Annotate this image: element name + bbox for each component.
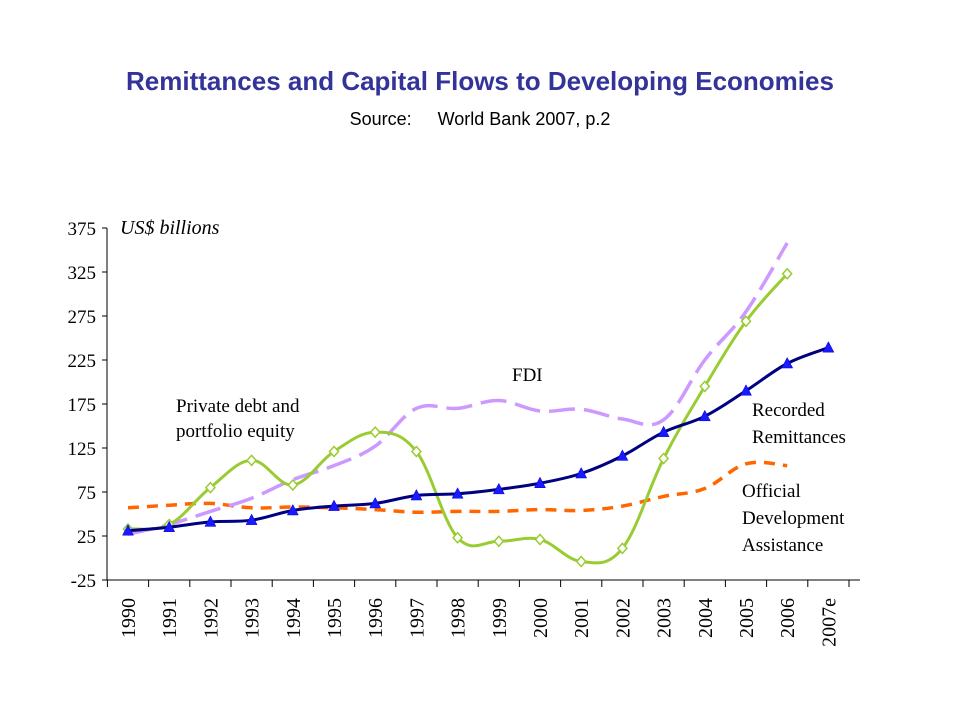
source-text: World Bank 2007, p.2 bbox=[437, 109, 611, 129]
x-tick-label: 1995 bbox=[324, 598, 346, 638]
series-label-fdi: FDI bbox=[512, 365, 543, 386]
x-tick-label: 2003 bbox=[654, 598, 676, 638]
series-line-fdi bbox=[127, 242, 789, 536]
y-tick-label: 75 bbox=[77, 483, 96, 504]
series-layer bbox=[122, 242, 835, 568]
data-point-private bbox=[699, 380, 711, 393]
data-point-remittances bbox=[822, 341, 835, 353]
x-tick-label: 2002 bbox=[612, 598, 634, 638]
y-tick-label: 25 bbox=[77, 527, 96, 548]
series-label-line: Official bbox=[742, 481, 801, 502]
axes: -25 25 75 125 175 225 275 325 375 1990 1991 1992 199… bbox=[68, 219, 860, 647]
y-tick-label: 325 bbox=[68, 263, 97, 284]
labels-layer: US$ billions Recorded Remittances FDI Privat… bbox=[120, 217, 846, 556]
x-tick-label: 2006 bbox=[777, 598, 799, 638]
data-point-remittances bbox=[245, 513, 258, 525]
data-point-private bbox=[534, 533, 546, 546]
y-tick-label: 375 bbox=[68, 219, 97, 240]
data-point-remittances bbox=[122, 524, 134, 536]
data-point-private bbox=[616, 542, 628, 555]
data-point-remittances bbox=[575, 466, 588, 479]
x-tick-label: 1991 bbox=[159, 598, 181, 638]
data-point-private bbox=[452, 531, 464, 544]
data-point-remittances bbox=[328, 499, 340, 511]
x-tick-label: 1993 bbox=[242, 598, 264, 638]
x-tick-label: 1997 bbox=[406, 598, 428, 638]
data-point-private bbox=[493, 535, 505, 548]
data-point-remittances bbox=[410, 488, 423, 501]
x-tick-label: 2000 bbox=[530, 598, 552, 638]
x-tick-label: 2005 bbox=[736, 598, 758, 638]
data-point-private bbox=[287, 478, 299, 492]
series-line-private bbox=[127, 272, 789, 565]
source-label: Source: bbox=[349, 109, 412, 129]
x-tick-label: 1994 bbox=[283, 598, 305, 638]
data-point-remittances bbox=[286, 503, 299, 516]
x-tick-label: 1999 bbox=[489, 598, 511, 638]
data-point-private bbox=[246, 454, 258, 467]
x-tick-label: 1992 bbox=[200, 598, 222, 638]
data-point-remittances bbox=[163, 520, 176, 532]
data-point-private bbox=[575, 555, 587, 568]
y-tick-label: 125 bbox=[68, 439, 97, 460]
series-label-line: Assistance bbox=[742, 535, 823, 556]
data-point-private bbox=[740, 315, 752, 328]
data-point-remittances bbox=[369, 496, 382, 509]
data-point-remittances bbox=[451, 487, 464, 499]
data-point-private bbox=[204, 481, 216, 494]
data-point-private bbox=[781, 267, 793, 280]
chart-title: Remittances and Capital Flows to Develop… bbox=[126, 66, 834, 96]
y-tick-label: -25 bbox=[71, 571, 96, 592]
data-point-private bbox=[410, 445, 422, 458]
series-label-remittances: Recorded Remittances bbox=[752, 400, 846, 448]
series-label-line: Private debt and bbox=[176, 396, 300, 417]
data-point-private bbox=[328, 445, 340, 458]
x-tick-label: 1996 bbox=[365, 598, 387, 638]
data-point-remittances bbox=[204, 515, 217, 527]
series-oda bbox=[127, 460, 788, 515]
series-label-private: Private debt and portfolio equity bbox=[176, 396, 300, 442]
unit-label: US$ billions bbox=[120, 217, 220, 239]
data-point-remittances bbox=[781, 356, 794, 369]
data-point-remittances bbox=[534, 476, 546, 488]
data-point-remittances bbox=[740, 384, 752, 396]
series-remittances bbox=[122, 341, 835, 536]
data-point-private bbox=[369, 426, 381, 439]
series-label-line: Recorded bbox=[752, 400, 825, 421]
x-tick-label: 2007e bbox=[818, 598, 840, 647]
data-point-private bbox=[658, 452, 670, 465]
series-label-line: portfolio equity bbox=[176, 421, 295, 442]
chart-subtitle: Source: World Bank 2007, p.2 bbox=[0, 109, 960, 130]
x-tick-label: 2004 bbox=[695, 598, 717, 638]
series-label-line: Remittances bbox=[752, 427, 846, 448]
series-fdi bbox=[127, 242, 789, 536]
y-tick-label: 225 bbox=[68, 351, 97, 372]
series-label-line: Development bbox=[742, 508, 845, 529]
series-label-oda: Official Development Assistance bbox=[742, 481, 845, 556]
x-tick-label: 1998 bbox=[448, 598, 470, 638]
y-tick-label: 275 bbox=[68, 307, 97, 328]
data-point-remittances bbox=[657, 425, 670, 437]
series-line-oda bbox=[127, 460, 788, 515]
series-label-line: FDI bbox=[512, 365, 543, 386]
x-tick-label: 1990 bbox=[118, 598, 140, 638]
data-point-remittances bbox=[616, 449, 629, 461]
data-point-remittances bbox=[492, 482, 505, 495]
data-point-remittances bbox=[698, 409, 711, 422]
y-tick-label: 175 bbox=[68, 395, 97, 416]
x-tick-label: 2001 bbox=[571, 598, 593, 638]
